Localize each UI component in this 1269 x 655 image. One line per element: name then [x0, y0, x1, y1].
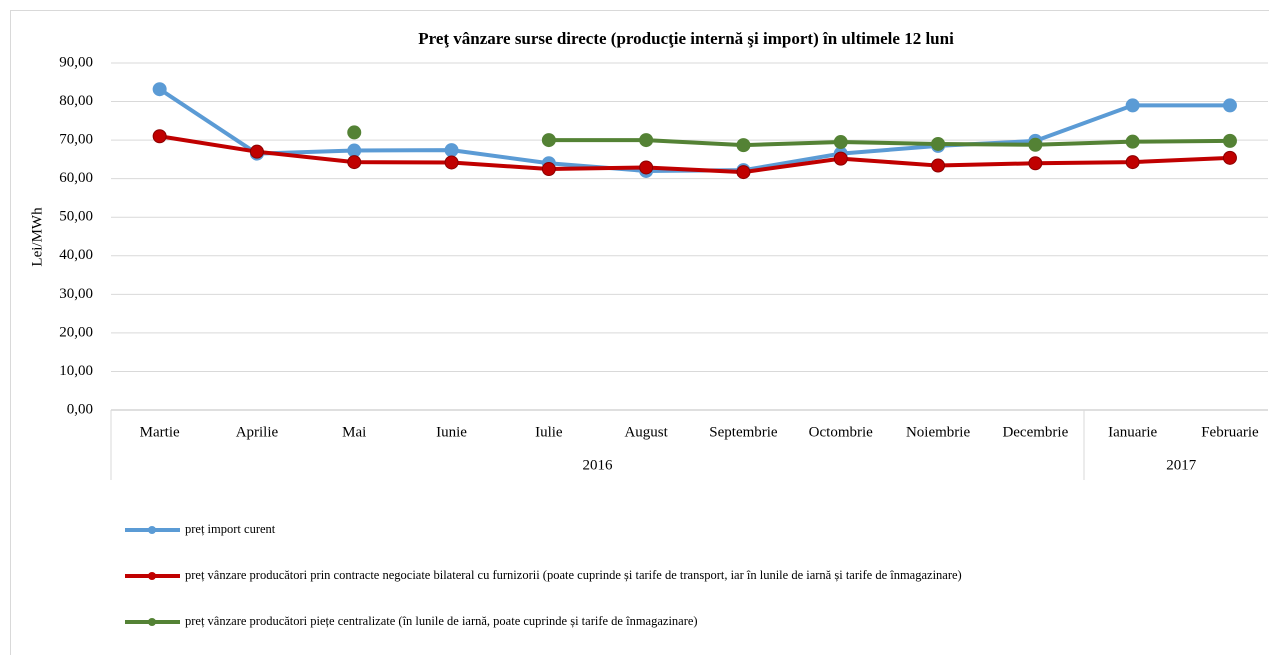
data-point	[541, 133, 556, 148]
x-tick-label: Noiembrie	[906, 424, 970, 440]
legend-marker	[148, 572, 156, 580]
data-point	[1125, 98, 1140, 113]
x-group-label: 2017	[1166, 457, 1197, 473]
data-point	[931, 136, 946, 151]
data-point	[444, 155, 459, 170]
data-point	[1125, 155, 1140, 170]
y-axis-label: Lei/MWh	[29, 207, 45, 267]
series-line	[159, 134, 1231, 175]
legend-marker	[148, 526, 156, 534]
x-tick-label: Martie	[140, 424, 180, 440]
x-tick-label: Iulie	[535, 424, 563, 440]
y-tick-label: 90,00	[59, 54, 93, 70]
data-point	[639, 133, 654, 148]
data-point	[736, 165, 751, 180]
x-tick-label: Septembrie	[709, 424, 778, 440]
data-point	[347, 143, 362, 158]
x-tick-label: Decembrie	[1002, 424, 1068, 440]
data-point	[347, 125, 362, 140]
data-point	[1125, 134, 1140, 149]
y-tick-label: 20,00	[59, 324, 93, 340]
legend-label: preț vânzare producători piețe centraliz…	[185, 614, 698, 628]
legend-label: preț import curent	[185, 522, 276, 536]
data-point	[1222, 150, 1237, 165]
data-point	[1028, 156, 1043, 171]
data-point	[152, 129, 167, 144]
data-point	[249, 144, 264, 159]
y-tick-label: 70,00	[59, 132, 93, 148]
x-tick-label: August	[624, 424, 668, 440]
data-point	[1222, 98, 1237, 113]
data-point	[1222, 133, 1237, 148]
x-tick-label: Octombrie	[809, 424, 873, 440]
y-tick-label: 50,00	[59, 209, 93, 225]
data-point	[931, 158, 946, 173]
series-line	[548, 138, 1230, 148]
x-tick-label: Mai	[342, 424, 366, 440]
x-tick-label: Februarie	[1201, 424, 1259, 440]
y-tick-label: 80,00	[59, 93, 93, 109]
data-point	[152, 82, 167, 97]
y-tick-label: 60,00	[59, 170, 93, 186]
data-point	[541, 162, 556, 177]
data-point	[347, 155, 362, 170]
data-point	[736, 138, 751, 153]
data-point	[1028, 137, 1043, 152]
data-point	[833, 151, 848, 166]
x-tick-label: Iunie	[436, 424, 467, 440]
data-point	[444, 143, 459, 158]
x-tick-label: Aprilie	[236, 424, 279, 440]
legend-label: preț vânzare producători prin contracte …	[185, 568, 962, 582]
legend-marker	[148, 618, 156, 626]
y-tick-label: 30,00	[59, 286, 93, 302]
chart-title: Preţ vânzare surse directe (producţie in…	[418, 29, 954, 48]
data-point	[833, 135, 848, 150]
y-tick-label: 40,00	[59, 247, 93, 263]
y-tick-label: 10,00	[59, 363, 93, 379]
data-point	[639, 160, 654, 175]
y-tick-label: 0,00	[67, 401, 93, 417]
x-group-label: 2016	[583, 457, 614, 473]
x-tick-label: Ianuarie	[1108, 424, 1157, 440]
